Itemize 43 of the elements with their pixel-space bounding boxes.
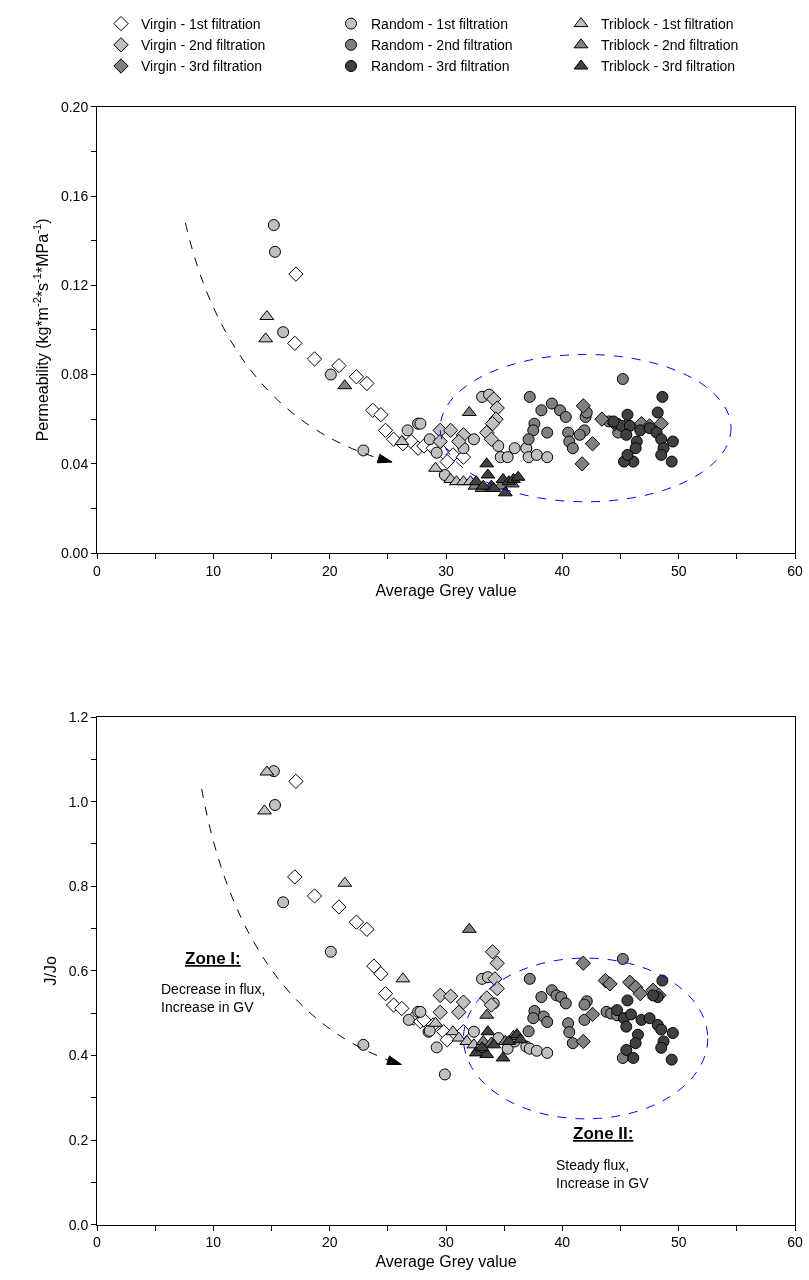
y-tick-label: 0.20 (60, 98, 89, 115)
y-tick-label: 0.00 (60, 545, 89, 561)
y-tick-label: 0.0 (68, 1216, 89, 1233)
annotation: Zone II: (573, 1124, 634, 1143)
y-tick-label: 0.2 (68, 1131, 89, 1148)
x-tick-label: 20 (321, 1234, 338, 1251)
annotation: Steady flux, Increase in GV (556, 1157, 650, 1192)
x-tick-label: 60 (787, 562, 803, 579)
x-tick-label: 50 (670, 562, 687, 579)
x-axis-title: Average Grey value (375, 1253, 517, 1271)
y-tick-label: 0.16 (60, 187, 89, 204)
y-tick-label: 0.04 (60, 455, 89, 472)
legend-label: Triblock - 2nd filtration (601, 37, 739, 54)
y-tick-label: 0.4 (68, 1047, 89, 1064)
annotation: Zone I: (185, 949, 241, 968)
legend-label: Triblock - 3rd filtration (601, 58, 736, 75)
x-tick-label: 60 (787, 1234, 803, 1251)
y-tick-label: 0.08 (60, 366, 89, 383)
x-tick-label: 10 (205, 1234, 222, 1251)
x-tick-label: 0 (93, 562, 102, 579)
x-tick-label: 40 (554, 1234, 571, 1251)
y-axis-title: J/Jo (41, 956, 59, 986)
x-tick-label: 10 (205, 562, 222, 579)
y-tick-label: 1.2 (68, 708, 89, 725)
x-tick-label: 50 (670, 1234, 687, 1251)
x-axis-title: Average Grey value (375, 581, 517, 599)
legend-label: Virgin - 3rd filtration (141, 58, 263, 75)
y-tick-label: 0.8 (68, 878, 89, 895)
x-tick-label: 30 (438, 562, 454, 579)
legend-label: Virgin - 1st filtration (141, 16, 261, 33)
legend-label: Triblock - 1st filtration (601, 16, 734, 33)
x-tick-label: 30 (438, 1234, 454, 1251)
legend-label: Random - 2nd filtration (371, 37, 513, 54)
x-tick-label: 20 (321, 562, 338, 579)
legend-label: Virgin - 2nd filtration (141, 37, 266, 54)
x-tick-label: 0 (93, 1234, 102, 1251)
y-tick-label: 0.6 (68, 962, 89, 979)
y-tick-label: 1.0 (68, 793, 89, 810)
legend-label: Random - 1st filtration (371, 16, 508, 33)
legend-label: Random - 3rd filtration (371, 58, 510, 75)
y-tick-label: 0.12 (60, 277, 89, 294)
x-tick-label: 40 (554, 562, 571, 579)
annotation: Decrease in flux, Increase in GV (161, 981, 266, 1016)
